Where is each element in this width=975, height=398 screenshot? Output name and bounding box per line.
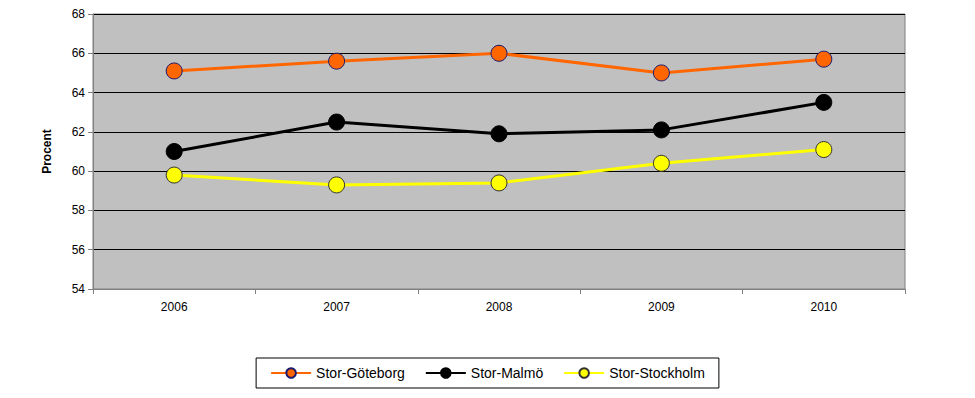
svg-text:Stor-Malmö: Stor-Malmö bbox=[471, 365, 544, 381]
svg-text:68: 68 bbox=[72, 7, 86, 21]
svg-text:Stor-Stockholm: Stor-Stockholm bbox=[609, 365, 705, 381]
svg-text:66: 66 bbox=[72, 46, 86, 60]
svg-text:Stor-Göteborg: Stor-Göteborg bbox=[316, 365, 405, 381]
svg-text:64: 64 bbox=[72, 86, 86, 100]
svg-text:56: 56 bbox=[72, 243, 86, 257]
svg-text:60: 60 bbox=[72, 164, 86, 178]
svg-text:2008: 2008 bbox=[486, 300, 513, 314]
svg-text:54: 54 bbox=[72, 282, 86, 296]
svg-text:58: 58 bbox=[72, 203, 86, 217]
svg-text:62: 62 bbox=[72, 125, 86, 139]
svg-text:2009: 2009 bbox=[648, 300, 675, 314]
svg-text:Procent: Procent bbox=[40, 129, 54, 174]
svg-text:2006: 2006 bbox=[161, 300, 188, 314]
svg-text:2007: 2007 bbox=[323, 300, 350, 314]
svg-text:2010: 2010 bbox=[810, 300, 837, 314]
